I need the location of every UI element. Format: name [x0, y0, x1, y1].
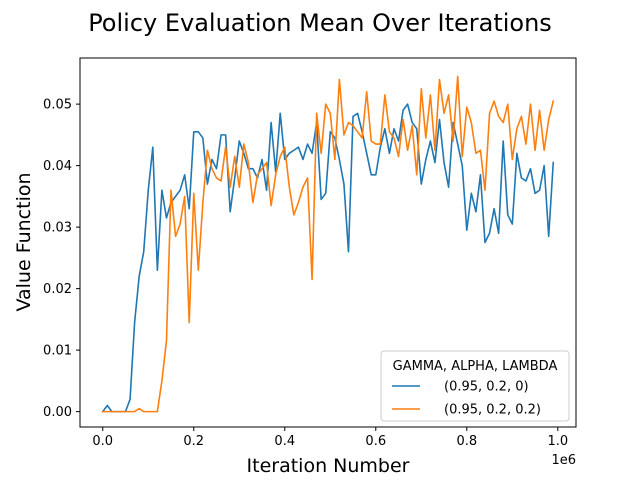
series-layer: [101, 75, 555, 413]
x-tick-label: 1.0: [547, 434, 568, 449]
y-axis-label: Value Function: [13, 172, 35, 311]
x-tick-label: 0.4: [274, 434, 295, 449]
x-offset-label: 1e6: [551, 453, 576, 468]
y-tick-label: 0.01: [43, 344, 72, 359]
legend: GAMMA, ALPHA, LAMBDA (0.95, 0.2, 0)(0.95…: [380, 350, 570, 422]
x-tick-label: 0.2: [183, 434, 204, 449]
x-axis-label: Iteration Number: [247, 455, 410, 477]
y-tick-label: 0.04: [43, 159, 72, 174]
x-tick-label: 0.0: [92, 434, 113, 449]
legend-label-1: (0.95, 0.2, 0): [444, 380, 529, 395]
plot-area: [79, 57, 577, 428]
plot-frame: [79, 57, 577, 428]
x-axis: 0.0 0.2 0.4 0.6 0.8 1.0: [92, 427, 568, 449]
x-tick-label: 0.8: [456, 434, 477, 449]
y-tick-label: 0.03: [43, 221, 72, 236]
series-line-2: [101, 75, 555, 413]
y-axis: 0.00 0.01 0.02 0.03 0.04 0.05: [43, 98, 80, 420]
legend-label-2: (0.95, 0.2, 0.2): [444, 403, 541, 418]
y-tick-label: 0.00: [43, 405, 72, 420]
y-tick-label: 0.05: [43, 98, 72, 113]
y-tick-label: 0.02: [43, 282, 72, 297]
legend-title: GAMMA, ALPHA, LAMBDA: [393, 359, 558, 374]
legend-box: [380, 350, 570, 422]
legend-entries: (0.95, 0.2, 0) (0.95, 0.2, 0.2): [392, 380, 541, 418]
series-line-1: [101, 103, 555, 413]
x-tick-label: 0.6: [365, 434, 386, 449]
chart-title: Policy Evaluation Mean Over Iterations: [88, 9, 552, 37]
